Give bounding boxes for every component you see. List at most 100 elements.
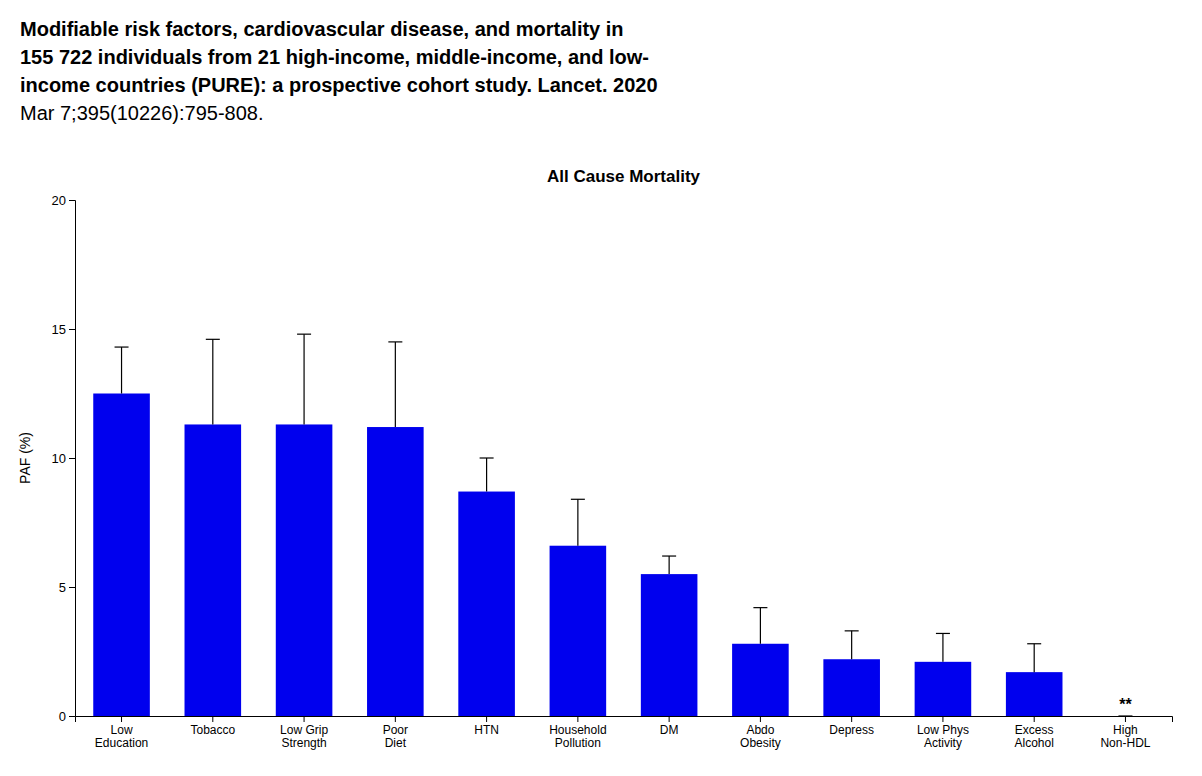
error-bar-cap <box>845 630 859 631</box>
error-bar-cap <box>480 457 494 458</box>
x-tick: ExcessAlcohol <box>1015 716 1054 750</box>
error-bar-stem <box>669 556 670 574</box>
x-tick: PoorDiet <box>383 716 408 750</box>
bar <box>1097 716 1154 717</box>
subtitle-line: income countries (PURE): a prospective c… <box>20 74 658 96</box>
x-tick-mark <box>486 716 487 722</box>
x-tick-label: HighNon-HDL <box>1100 723 1150 751</box>
x-tick: Depress <box>829 716 874 737</box>
x-tick: AbdoObesity <box>740 716 781 750</box>
x-tick-label: Tobacco <box>190 723 235 737</box>
error-bar <box>1027 644 1041 672</box>
error-bar-cap <box>115 346 129 347</box>
y-tick: 20 <box>52 193 75 208</box>
y-tick-mark <box>69 200 75 201</box>
x-tick: HighNon-HDL <box>1100 716 1150 750</box>
x-tick: Low PhysActivity <box>917 716 969 750</box>
x-tick-mark <box>1034 716 1035 722</box>
y-tick-mark <box>69 587 75 588</box>
x-tick: Low GripStrength <box>280 716 328 750</box>
x-tick-mark <box>669 716 670 722</box>
error-bar-cap <box>571 499 585 500</box>
y-tick: 10 <box>52 451 75 466</box>
subtitle-line: Modifiable risk factors, cardiovascular … <box>20 18 624 40</box>
x-tick-label: HTN <box>474 723 499 737</box>
chart-root: Modifiable risk factors, cardiovascular … <box>0 0 1202 776</box>
x-axis-line <box>76 717 1173 723</box>
y-tick-label: 5 <box>59 580 66 595</box>
bar <box>915 662 972 716</box>
error-bar-stem <box>577 499 578 545</box>
x-tick: Tobacco <box>190 716 235 737</box>
error-bar <box>753 608 767 644</box>
x-tick-label: ExcessAlcohol <box>1015 723 1054 751</box>
x-tick-mark <box>1125 716 1126 722</box>
subtitle-line: 155 722 individuals from 21 high-income,… <box>20 46 649 68</box>
bar <box>185 424 242 716</box>
error-bar <box>845 631 859 659</box>
x-tick-label: LowEducation <box>95 723 148 751</box>
x-tick: DM <box>660 716 679 737</box>
marks <box>93 334 1132 716</box>
error-bar-cap <box>1118 715 1132 716</box>
y-tick-mark <box>69 716 75 717</box>
plot: 0 5 10 15 20 LowEducation Tobacco Low GripStren… <box>52 193 1173 751</box>
y-tick-label: 0 <box>59 709 66 724</box>
error-bar-stem <box>395 342 396 427</box>
error-bar-stem <box>486 458 487 492</box>
x-tick-mark <box>304 716 305 722</box>
y-tick: 5 <box>59 580 75 595</box>
bar <box>823 659 880 716</box>
error-bar <box>206 339 220 424</box>
error-bar-stem <box>303 334 304 424</box>
error-bar-stem <box>851 631 852 659</box>
x-tick: HTN <box>474 716 499 737</box>
bar <box>550 546 607 716</box>
bar <box>367 427 424 716</box>
bar <box>1006 672 1063 716</box>
error-bar <box>936 633 950 661</box>
x-tick-label: Depress <box>829 723 874 737</box>
y-tick: 0 <box>59 709 75 724</box>
error-bar-stem <box>212 339 213 424</box>
y-axis-line <box>69 201 76 717</box>
error-bar <box>571 499 585 545</box>
bar <box>641 574 698 716</box>
error-bar <box>115 347 129 393</box>
error-bar-cap <box>662 555 676 556</box>
annotation: ** <box>1119 696 1132 713</box>
x-tick-mark <box>851 716 852 722</box>
error-bar-cap <box>936 633 950 634</box>
x-tick-mark <box>942 716 943 722</box>
chart-title: All Cause Mortality <box>547 167 701 186</box>
x-tick-label: AbdoObesity <box>740 723 781 751</box>
x-tick-label: Low PhysActivity <box>917 723 969 751</box>
error-bar-stem <box>942 633 943 661</box>
bar <box>93 394 150 717</box>
bar <box>732 644 789 716</box>
error-bar <box>662 556 676 574</box>
x-axis: LowEducation Tobacco Low GripStrength PoorD… <box>76 716 1173 750</box>
x-tick-mark <box>121 716 122 722</box>
x-tick-mark <box>577 716 578 722</box>
x-tick-label: Low GripStrength <box>280 723 328 751</box>
error-bar-stem <box>760 608 761 644</box>
y-tick: 15 <box>52 322 75 337</box>
error-bar-cap <box>753 607 767 608</box>
error-bar-stem <box>1034 644 1035 672</box>
error-bar-cap <box>388 341 402 342</box>
bar <box>276 424 333 716</box>
error-bar-cap <box>1027 643 1041 644</box>
y-tick-mark <box>69 329 75 330</box>
y-axis-title: PAF (%) <box>17 432 33 484</box>
error-bar <box>1118 716 1132 717</box>
x-tick: LowEducation <box>95 716 148 750</box>
header: Modifiable risk factors, cardiovascular … <box>20 18 658 124</box>
y-tick-label: 20 <box>52 193 66 208</box>
subtitle-line: Mar 7;395(10226):795-808. <box>20 102 264 124</box>
error-bar <box>388 342 402 427</box>
y-tick-label: 10 <box>52 451 66 466</box>
error-bar-cap <box>206 339 220 340</box>
x-tick: HouseholdPollution <box>549 716 606 750</box>
error-bar-cap <box>297 334 311 335</box>
